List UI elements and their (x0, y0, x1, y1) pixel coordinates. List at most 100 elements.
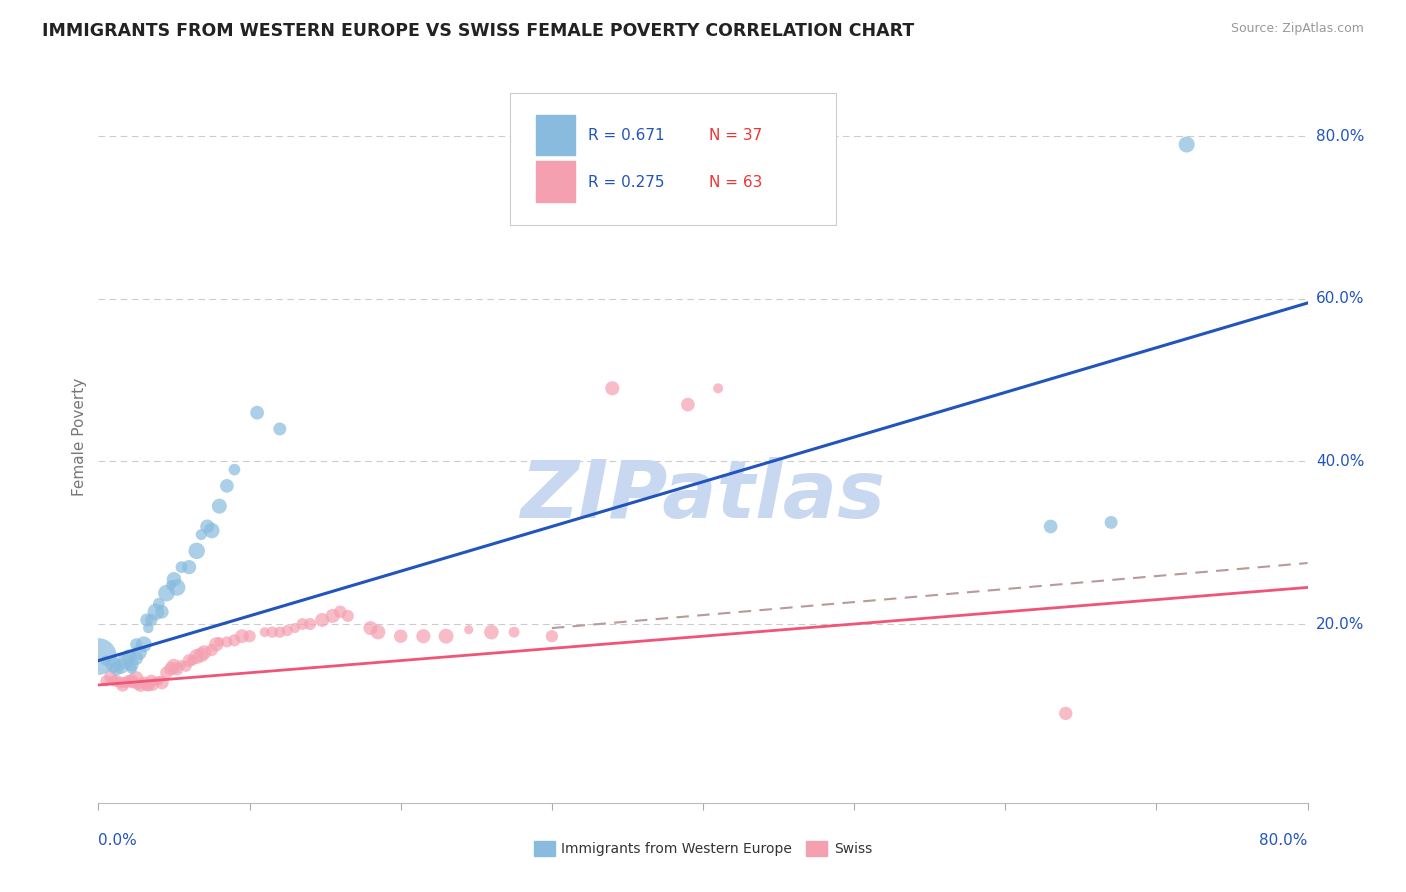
Point (121, 657, 143, 672)
Point (179, 560, 201, 574)
Point (145, 605, 167, 619)
Point (389, 629, 412, 643)
Point (148, 673, 170, 688)
Point (299, 617, 322, 632)
Point (215, 479, 238, 493)
Point (118, 673, 141, 688)
Point (195, 519, 218, 533)
Point (155, 665, 177, 680)
Point (135, 613, 157, 627)
Point (262, 625, 284, 640)
Point (132, 637, 155, 651)
Point (208, 499, 231, 513)
Point (253, 625, 276, 640)
Point (676, 398, 699, 412)
Point (127, 678, 149, 692)
Point (125, 651, 148, 665)
Point (163, 659, 186, 673)
Point (111, 678, 134, 692)
Point (155, 586, 177, 600)
Point (193, 645, 215, 659)
Point (128, 645, 150, 659)
Point (707, 381, 730, 395)
Point (311, 613, 333, 627)
Point (1175, 137, 1198, 152)
Text: ZIPatlas: ZIPatlas (520, 457, 886, 534)
Point (457, 623, 479, 637)
Point (170, 657, 193, 672)
Point (160, 578, 183, 592)
Point (118, 649, 141, 664)
Point (336, 608, 359, 623)
Point (602, 381, 624, 395)
Point (201, 643, 224, 657)
Point (205, 637, 228, 651)
Point (105, 673, 128, 688)
Point (186, 649, 208, 664)
Point (181, 654, 204, 668)
Point (125, 672, 148, 686)
Point (412, 629, 434, 643)
Point (186, 544, 208, 558)
Point (103, 673, 125, 688)
Point (163, 572, 186, 586)
Point (121, 673, 143, 688)
Point (231, 629, 253, 643)
Point (141, 673, 163, 688)
Text: R = 0.275: R = 0.275 (588, 175, 665, 190)
Point (269, 422, 291, 436)
Point (291, 617, 314, 632)
Point (121, 662, 143, 676)
Point (215, 635, 238, 649)
Point (190, 527, 212, 541)
Point (322, 608, 344, 623)
Point (434, 629, 457, 643)
Text: N = 37: N = 37 (709, 128, 762, 144)
Point (224, 633, 246, 648)
Point (142, 678, 165, 692)
Point (132, 675, 155, 690)
Point (284, 621, 307, 635)
Point (125, 637, 148, 651)
Point (503, 625, 526, 640)
Text: N = 63: N = 63 (709, 175, 762, 190)
Point (100, 670, 122, 684)
Point (136, 621, 159, 635)
Point (122, 675, 145, 690)
Point (1054, 706, 1077, 721)
Text: 60.0%: 60.0% (1316, 292, 1364, 307)
Point (367, 625, 389, 640)
Point (148, 597, 170, 611)
Point (87, 649, 110, 664)
Text: 80.0%: 80.0% (1260, 833, 1308, 848)
Point (179, 654, 201, 668)
Point (1099, 516, 1122, 530)
Point (105, 662, 128, 676)
Text: 80.0%: 80.0% (1316, 128, 1364, 144)
Point (1039, 519, 1062, 533)
Text: 40.0%: 40.0% (1316, 454, 1364, 469)
FancyBboxPatch shape (536, 161, 575, 202)
Point (141, 613, 163, 627)
Point (224, 462, 246, 476)
Point (201, 524, 224, 538)
Point (150, 605, 173, 619)
Text: R = 0.671: R = 0.671 (588, 128, 665, 144)
Point (190, 648, 212, 662)
Point (160, 662, 183, 676)
Point (166, 662, 188, 676)
Point (114, 654, 136, 668)
FancyBboxPatch shape (536, 115, 575, 155)
Y-axis label: Female Poverty: Female Poverty (72, 378, 87, 496)
Point (136, 678, 159, 692)
Point (170, 560, 193, 574)
Point (114, 675, 136, 690)
Point (145, 673, 167, 688)
Point (481, 625, 503, 640)
Text: IMMIGRANTS FROM WESTERN EUROPE VS SWISS FEMALE POVERTY CORRELATION CHART: IMMIGRANTS FROM WESTERN EUROPE VS SWISS … (42, 22, 914, 40)
Text: 0.0%: 0.0% (98, 833, 138, 848)
Text: Source: ZipAtlas.com: Source: ZipAtlas.com (1230, 22, 1364, 36)
Legend: Immigrants from Western Europe, Swiss: Immigrants from Western Europe, Swiss (529, 836, 877, 862)
Point (208, 635, 231, 649)
Point (150, 675, 173, 690)
